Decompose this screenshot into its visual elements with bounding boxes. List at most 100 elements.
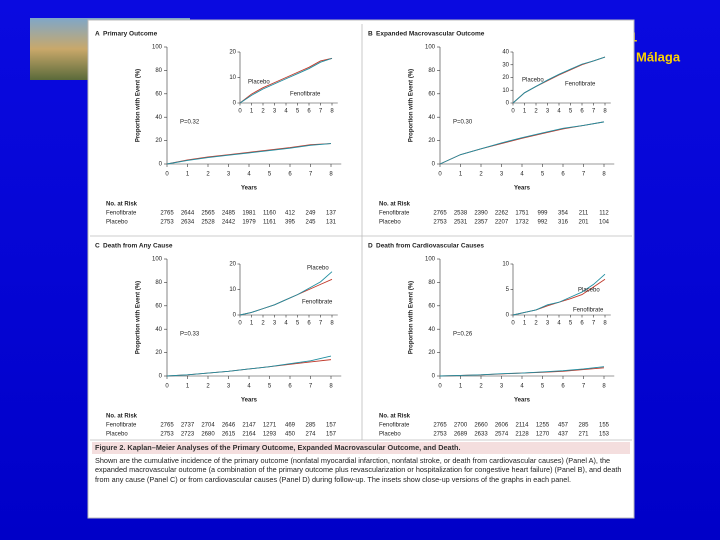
x-axis-label: Years xyxy=(514,398,531,404)
risk-count: 2644 xyxy=(181,211,195,217)
risk-count: 131 xyxy=(326,220,337,226)
panel-title: Primary Outcome xyxy=(103,31,158,38)
curve xyxy=(239,57,333,104)
inset-x-tick-label: 0 xyxy=(238,321,242,327)
inset-y-tick-label: 10 xyxy=(229,75,236,81)
risk-count: 245 xyxy=(305,220,316,226)
panel-letter: B xyxy=(368,31,373,38)
x-tick-label: 6 xyxy=(288,172,292,178)
inset-x-tick-label: 4 xyxy=(557,321,561,327)
risk-count: 469 xyxy=(285,423,296,429)
y-tick-label: 40 xyxy=(428,327,435,333)
inset-y-tick-label: 40 xyxy=(502,50,509,56)
y-tick-label: 0 xyxy=(159,374,163,380)
risk-count: 2700 xyxy=(454,423,468,429)
inset-x-tick-label: 4 xyxy=(557,109,561,115)
x-tick-label: 4 xyxy=(520,172,524,178)
risk-count: 1293 xyxy=(263,432,277,438)
panel-title: Death from Any Cause xyxy=(103,243,173,250)
risk-row-name: Fenofibrate xyxy=(106,423,137,429)
x-tick-label: 4 xyxy=(520,384,524,390)
risk-row-name: Placebo xyxy=(379,220,401,226)
risk-count: 1160 xyxy=(263,211,277,217)
x-tick-label: 8 xyxy=(602,384,606,390)
panel-letter: A xyxy=(95,31,100,38)
x-tick-label: 2 xyxy=(206,172,210,178)
y-tick-label: 100 xyxy=(425,45,436,51)
inset-x-tick-label: 3 xyxy=(273,321,277,327)
risk-count: 395 xyxy=(285,220,296,226)
inset-x-tick-label: 1 xyxy=(250,109,254,115)
y-tick-label: 20 xyxy=(155,138,162,144)
y-tick-label: 0 xyxy=(159,162,163,168)
inset-x-tick-label: 8 xyxy=(603,109,607,115)
inset-x-tick-label: 3 xyxy=(546,109,550,115)
risk-count: 1161 xyxy=(263,220,277,226)
inset-x-tick-label: 4 xyxy=(284,321,288,327)
risk-count: 450 xyxy=(285,432,296,438)
x-tick-label: 2 xyxy=(479,384,483,390)
x-tick-label: 4 xyxy=(247,172,251,178)
risk-count: 2114 xyxy=(516,423,530,429)
p-value: P=0.30 xyxy=(453,120,473,126)
x-tick-label: 4 xyxy=(247,384,251,390)
x-tick-label: 3 xyxy=(500,172,504,178)
y-tick-label: 80 xyxy=(155,280,162,286)
inset-y-tick-label: 30 xyxy=(502,62,509,68)
risk-count: 2753 xyxy=(160,432,174,438)
inset-series-label: Fenofibrate xyxy=(565,82,596,88)
x-tick-label: 8 xyxy=(329,384,333,390)
risk-count: 2646 xyxy=(222,423,236,429)
p-value: P=0.32 xyxy=(180,120,200,126)
inset-series-label: Placebo xyxy=(522,78,544,84)
risk-row-name: Placebo xyxy=(106,220,128,226)
x-tick-label: 5 xyxy=(268,172,272,178)
risk-count: 2442 xyxy=(222,220,236,226)
inset-x-tick-label: 2 xyxy=(261,109,265,115)
risk-count: 992 xyxy=(537,220,548,226)
x-tick-label: 2 xyxy=(479,172,483,178)
inset-series-label: Placebo xyxy=(578,288,600,294)
risk-count: 155 xyxy=(599,423,610,429)
risk-table-title: No. at Risk xyxy=(106,414,138,420)
x-tick-label: 5 xyxy=(541,172,545,178)
x-axis-label: Years xyxy=(241,186,258,192)
risk-count: 2723 xyxy=(181,432,195,438)
x-tick-label: 0 xyxy=(438,172,442,178)
y-axis-label: Proportion with Event (%) xyxy=(409,69,415,142)
panel-title: Expanded Macrovascular Outcome xyxy=(376,31,485,38)
inset-x-tick-label: 7 xyxy=(592,321,596,327)
risk-count: 2574 xyxy=(495,432,509,438)
inset-y-tick-label: 10 xyxy=(502,262,509,268)
inset-x-tick-label: 2 xyxy=(534,109,538,115)
risk-count: 354 xyxy=(558,211,569,217)
risk-count: 2765 xyxy=(160,423,174,429)
y-tick-label: 100 xyxy=(152,257,163,263)
x-tick-label: 3 xyxy=(227,384,231,390)
risk-count: 437 xyxy=(558,432,569,438)
risk-row-name: Fenofibrate xyxy=(106,211,137,217)
risk-count: 2753 xyxy=(160,220,174,226)
inset-y-tick-label: 0 xyxy=(233,101,237,107)
inset-x-tick-label: 6 xyxy=(580,109,584,115)
x-tick-label: 5 xyxy=(268,384,272,390)
risk-count: 2737 xyxy=(181,423,195,429)
risk-count: 2164 xyxy=(242,432,256,438)
risk-count: 2634 xyxy=(181,220,195,226)
inset-x-tick-label: 5 xyxy=(569,109,573,115)
curve xyxy=(239,57,333,104)
x-axis-label: Years xyxy=(241,398,258,404)
y-tick-label: 60 xyxy=(155,91,162,97)
risk-table-title: No. at Risk xyxy=(379,414,411,420)
risk-count: 2753 xyxy=(433,432,447,438)
inset-series-label: Placebo xyxy=(307,266,329,272)
inset-y-tick-label: 10 xyxy=(229,287,236,293)
risk-count: 2147 xyxy=(242,423,256,429)
risk-count: 2531 xyxy=(454,220,468,226)
risk-count: 2765 xyxy=(433,211,447,217)
risk-count: 1732 xyxy=(515,220,529,226)
risk-count: 412 xyxy=(285,211,296,217)
risk-row-name: Placebo xyxy=(106,432,128,438)
y-tick-label: 20 xyxy=(428,350,435,356)
caption-text: Shown are the cumulative incidence of th… xyxy=(95,455,622,484)
